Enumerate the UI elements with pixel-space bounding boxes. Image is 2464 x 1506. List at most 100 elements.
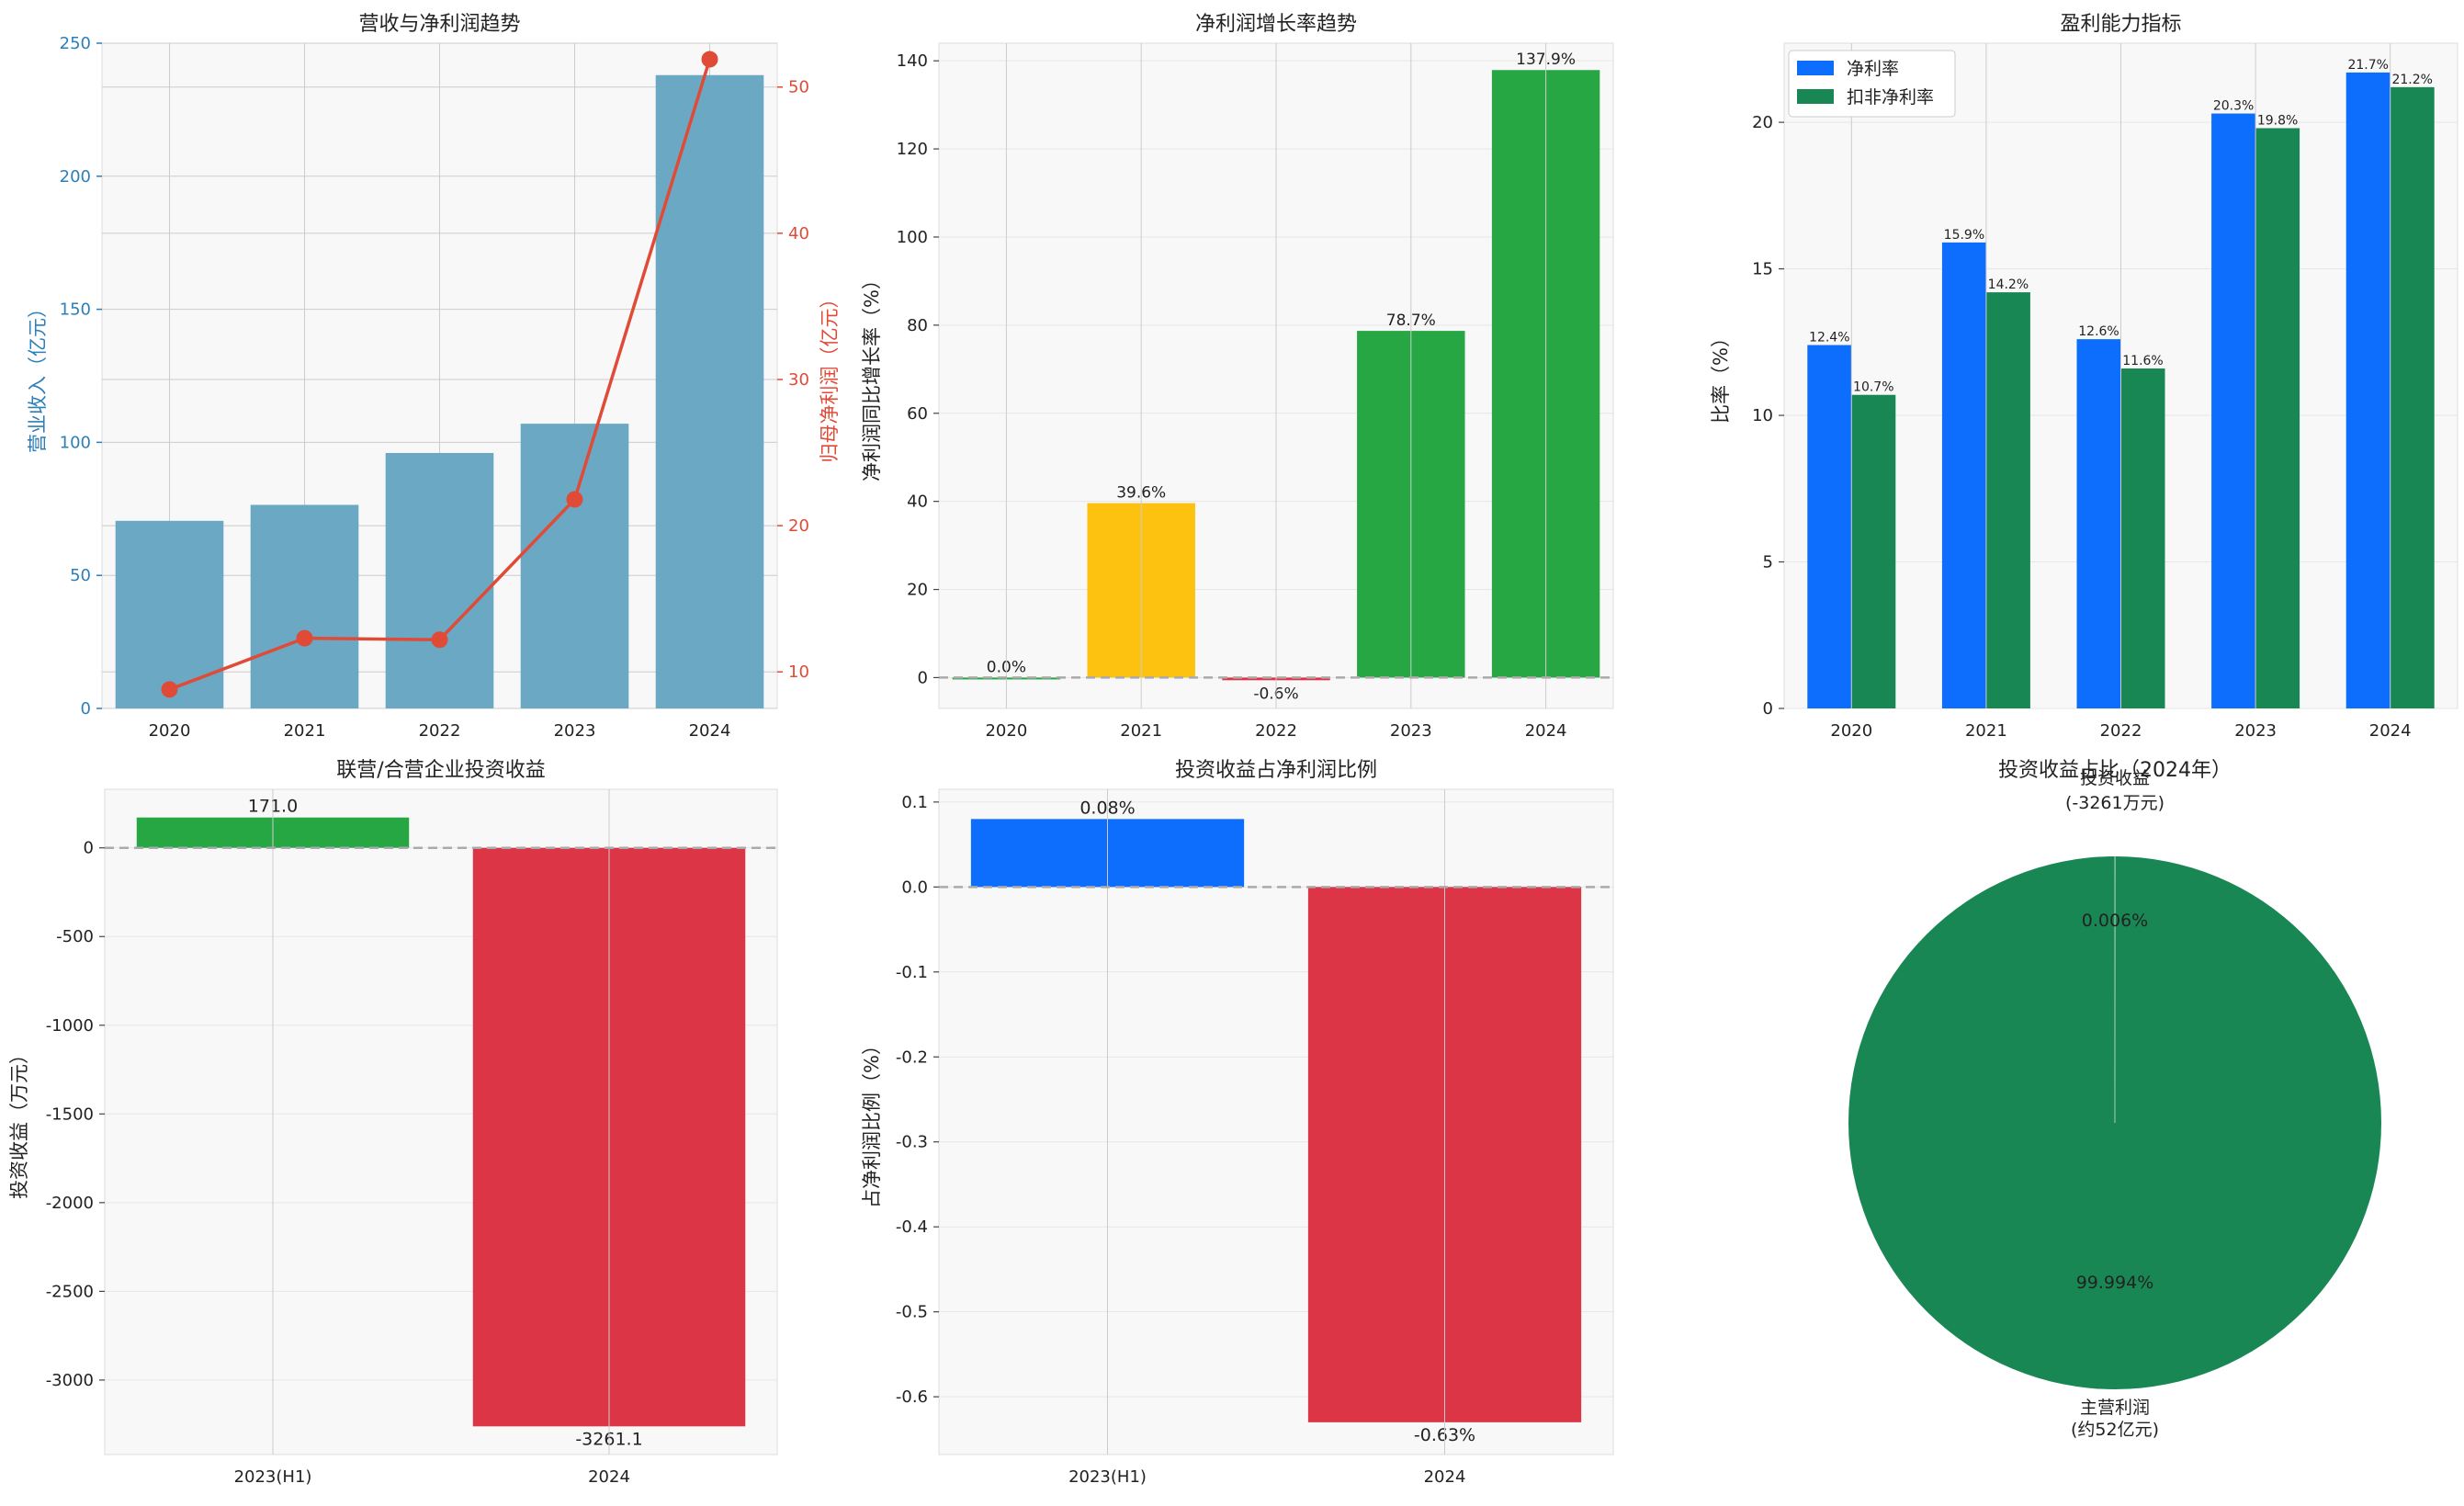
y-tick-label: -1000 — [46, 1016, 94, 1036]
y-tick-label: 100 — [897, 228, 928, 247]
y-axis-label: 投资收益（万元） — [8, 1045, 30, 1199]
y-tick-label: -0.3 — [896, 1133, 928, 1152]
y-tick-label: -0.1 — [896, 963, 928, 982]
x-tick-label: 2024 — [2369, 721, 2412, 741]
y-tick-label: 80 — [907, 316, 928, 335]
y-tick-label: -0.2 — [896, 1047, 928, 1067]
data-label: 21.7% — [2347, 58, 2388, 73]
data-label: 14.2% — [1988, 277, 2029, 292]
bar-adjusted-net-margin — [2391, 87, 2435, 708]
y-tick-label: -2000 — [46, 1194, 94, 1213]
chart-title: 营收与净利润趋势 — [358, 13, 520, 36]
pie-percent-label: 0.006% — [2082, 911, 2148, 931]
y-tick-label: 140 — [897, 51, 928, 71]
y-tick-label: 20 — [907, 581, 928, 600]
x-tick-label: 2024 — [1525, 721, 1567, 741]
x-tick-label: 2021 — [284, 721, 326, 741]
x-tick-label: 2023 — [1390, 721, 1432, 741]
data-label: 19.8% — [2257, 113, 2298, 128]
y-tick-label: 5 — [1763, 553, 1773, 572]
x-tick-label: 2020 — [1830, 721, 1872, 741]
data-label: 12.6% — [2078, 324, 2119, 339]
x-tick-label: 2023 — [554, 721, 596, 741]
data-label: 15.9% — [1944, 228, 1984, 243]
legend-label: 扣非净利率 — [1847, 87, 1934, 108]
y-tick-label: 0 — [1763, 699, 1773, 719]
tick-label-right: 50 — [788, 78, 809, 97]
profitability-chart: 0510152012.4%15.9%12.6%20.3%21.7%10.7%14… — [1710, 13, 2458, 741]
x-tick-label: 2023(H1) — [1068, 1467, 1147, 1487]
y-tick-label: 120 — [897, 140, 928, 159]
tick-label-right: 10 — [788, 662, 809, 682]
pie-percent-label: 99.994% — [2076, 1273, 2154, 1293]
y-tick-label: 0 — [84, 839, 94, 858]
y-axis-label: 净利润同比增长率（%） — [861, 270, 883, 481]
x-tick-label: 2021 — [1965, 721, 2007, 741]
legend-swatch — [1797, 61, 1834, 75]
data-label: 21.2% — [2391, 73, 2432, 87]
revenue-bar — [521, 424, 629, 708]
y-tick-label: 60 — [907, 404, 928, 424]
x-tick-label: 2020 — [149, 721, 191, 741]
tick-label-left: 150 — [60, 300, 91, 320]
investment-share-pie: 0.006%99.994%投资收益(-3261万元)主营利润(约52亿元)投资收… — [1848, 759, 2381, 1440]
y-axis-label: 比率（%） — [1710, 328, 1732, 424]
y-tick-label: 0 — [918, 668, 928, 687]
bar-net-margin — [1942, 243, 1986, 708]
revenue-bar — [656, 75, 764, 708]
y-tick-label: -1500 — [46, 1104, 94, 1124]
profit-point — [162, 681, 178, 697]
tick-label-left: 200 — [60, 167, 91, 187]
legend-swatch — [1797, 89, 1834, 104]
chart-title: 联营/合营企业投资收益 — [336, 759, 545, 782]
tick-label-right: 20 — [788, 516, 809, 536]
x-tick-label: 2021 — [1120, 721, 1162, 741]
y-tick-label: 10 — [1752, 406, 1773, 425]
data-label: 11.6% — [2122, 354, 2163, 368]
pie-slice-sublabel: (约52亿元) — [2071, 1420, 2159, 1440]
y-axis-label-right: 归母净利润（亿元） — [819, 289, 841, 463]
tick-label-left: 50 — [70, 566, 91, 585]
y-axis-label-left: 营业收入（亿元） — [27, 299, 49, 453]
y-tick-label: 20 — [1752, 113, 1773, 132]
y-tick-label: -3000 — [46, 1371, 94, 1390]
bar-net-margin — [2211, 114, 2255, 708]
y-tick-label: 40 — [907, 493, 928, 512]
y-axis-label: 占净利润比例（%） — [861, 1036, 883, 1208]
profit-growth-chart: 0204060801001201400.0%39.6%-0.6%78.7%137… — [861, 13, 1613, 741]
bar-adjusted-net-margin — [2121, 368, 2165, 708]
y-tick-label: 0.1 — [901, 793, 928, 812]
chart-title: 投资收益占净利润比例 — [1175, 759, 1377, 782]
legend-label: 净利率 — [1847, 59, 1899, 79]
y-tick-label: -0.4 — [896, 1217, 928, 1237]
x-tick-label: 2022 — [1255, 721, 1297, 741]
tick-label-right: 30 — [788, 370, 809, 390]
revenue-bar — [116, 521, 224, 708]
profit-point — [297, 630, 313, 647]
tick-label-left: 0 — [81, 699, 91, 719]
data-label: 10.7% — [1853, 380, 1893, 395]
bar-net-margin — [2346, 73, 2391, 708]
profit-point — [702, 51, 718, 68]
tick-label-left: 250 — [60, 34, 91, 53]
tick-label-right: 40 — [788, 224, 809, 243]
investment-ratio-chart: 0.10.0-0.1-0.2-0.3-0.4-0.5-0.60.08%-0.63… — [861, 759, 1613, 1487]
bar-adjusted-net-margin — [1986, 292, 2030, 708]
x-tick-label: 2024 — [1424, 1467, 1466, 1487]
x-tick-label: 2022 — [2100, 721, 2142, 741]
chart-title: 盈利能力指标 — [2060, 13, 2181, 36]
profit-point — [432, 631, 448, 648]
y-tick-label: -500 — [56, 927, 94, 946]
x-tick-label: 2024 — [689, 721, 731, 741]
revenue-bar — [251, 504, 359, 708]
tick-label-left: 100 — [60, 433, 91, 452]
y-tick-label: -0.6 — [896, 1387, 928, 1407]
pie-slice-name: 主营利润 — [2080, 1398, 2150, 1418]
y-tick-label: 0.0 — [901, 878, 928, 897]
x-tick-label: 2023(H1) — [234, 1467, 312, 1487]
profit-point — [567, 491, 583, 507]
